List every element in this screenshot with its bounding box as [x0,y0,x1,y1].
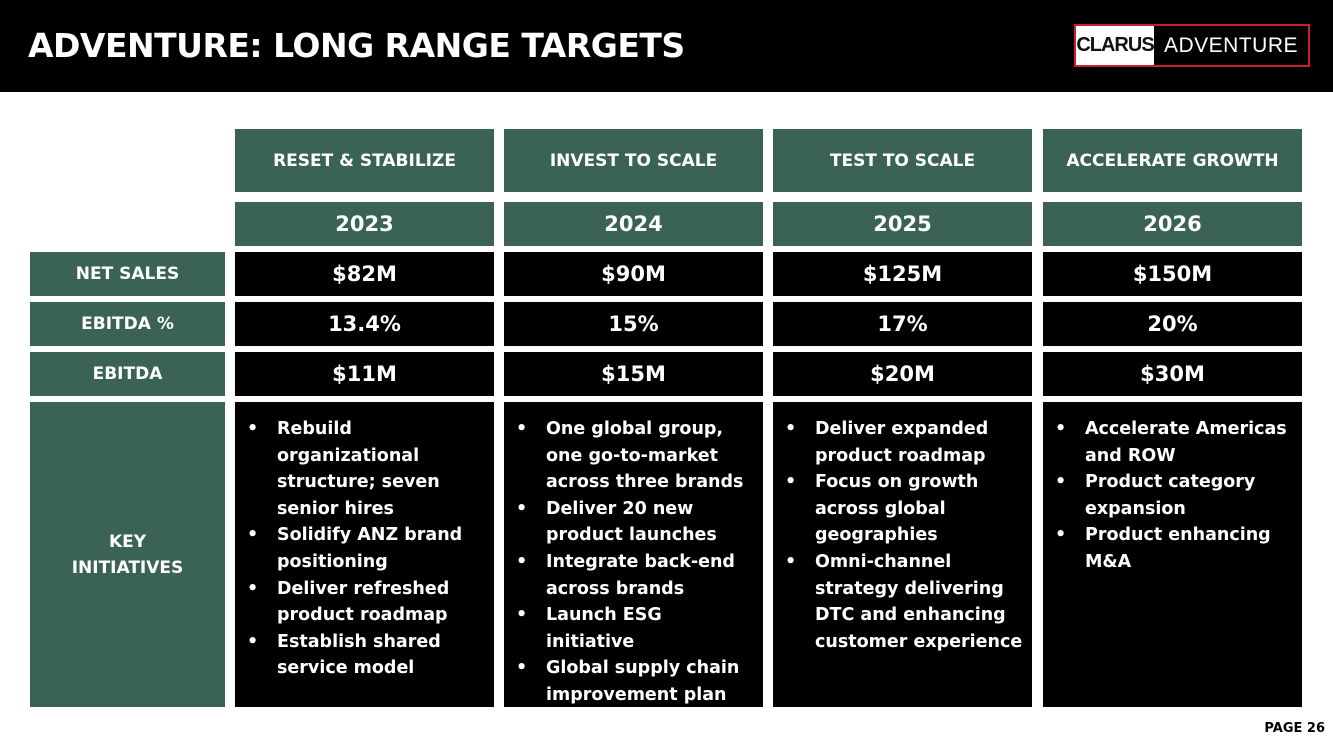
page-number: PAGE 26 [1264,721,1325,736]
logo-right: ADVENTURE [1163,33,1299,57]
initiative-item: Deliver expanded product roadmap [783,416,1024,469]
year-cell: 2024 [504,202,763,246]
net-sales-cell: $125M [773,252,1032,296]
initiative-item: One global group, one go-to-market acros… [514,416,755,496]
initiative-item: Product category expansion [1053,469,1294,522]
initiative-item: Launch ESG initiative [514,602,755,655]
initiative-item: Deliver refreshed product roadmap [245,576,486,629]
initiative-item: Rebuild organizational structure; seven … [245,416,486,522]
year-cell: 2025 [773,202,1032,246]
initiatives-cell: Accelerate Americas and ROWProduct categ… [1043,402,1302,707]
ebitda-pct-cell: 20% [1043,302,1302,346]
net-sales-cell: $150M [1043,252,1302,296]
ebitda-cell: $20M [773,352,1032,396]
initiatives-cell: One global group, one go-to-market acros… [504,402,763,707]
phase-cell: ACCELERATE GROWTH [1043,129,1302,192]
label-ebitda: EBITDA [30,352,225,396]
label-ebitda-pct: EBITDA % [30,302,225,346]
phase-cell: RESET & STABILIZE [235,129,494,192]
ebitda-cell: $11M [235,352,494,396]
logo-left: CLARUS [1076,26,1155,65]
initiatives-cell: Deliver expanded product roadmapFocus on… [773,402,1032,707]
initiative-item: Omni-channel strategy delivering DTC and… [783,549,1024,655]
net-sales-cell: $90M [504,252,763,296]
initiative-item: Focus on growth across global geographie… [783,469,1024,549]
phase-cell: INVEST TO SCALE [504,129,763,192]
year-cell: 2023 [235,202,494,246]
label-key-initiatives: KEY INITIATIVES [30,402,225,707]
ebitda-pct-cell: 17% [773,302,1032,346]
phase-cell: TEST TO SCALE [773,129,1032,192]
net-sales-cell: $82M [235,252,494,296]
initiatives-cell: Rebuild organizational structure; seven … [235,402,494,707]
initiative-item: Deliver 20 new product launches [514,496,755,549]
initiative-item: Accelerate Americas and ROW [1053,416,1294,469]
ebitda-pct-cell: 15% [504,302,763,346]
initiative-item: Solidify ANZ brand positioning [245,522,486,575]
ebitda-cell: $30M [1043,352,1302,396]
initiative-item: Establish shared service model [245,629,486,682]
year-cell: 2026 [1043,202,1302,246]
ebitda-cell: $15M [504,352,763,396]
initiative-item: Product enhancing M&A [1053,522,1294,575]
page-title: ADVENTURE: LONG RANGE TARGETS [28,26,685,65]
label-net-sales: NET SALES [30,252,225,296]
initiative-item: Global supply chain improvement plan [514,655,755,708]
ebitda-pct-cell: 13.4% [235,302,494,346]
initiative-item: Integrate back-end across brands [514,549,755,602]
clarus-adventure-logo: CLARUS ADVENTURE [1074,24,1310,67]
